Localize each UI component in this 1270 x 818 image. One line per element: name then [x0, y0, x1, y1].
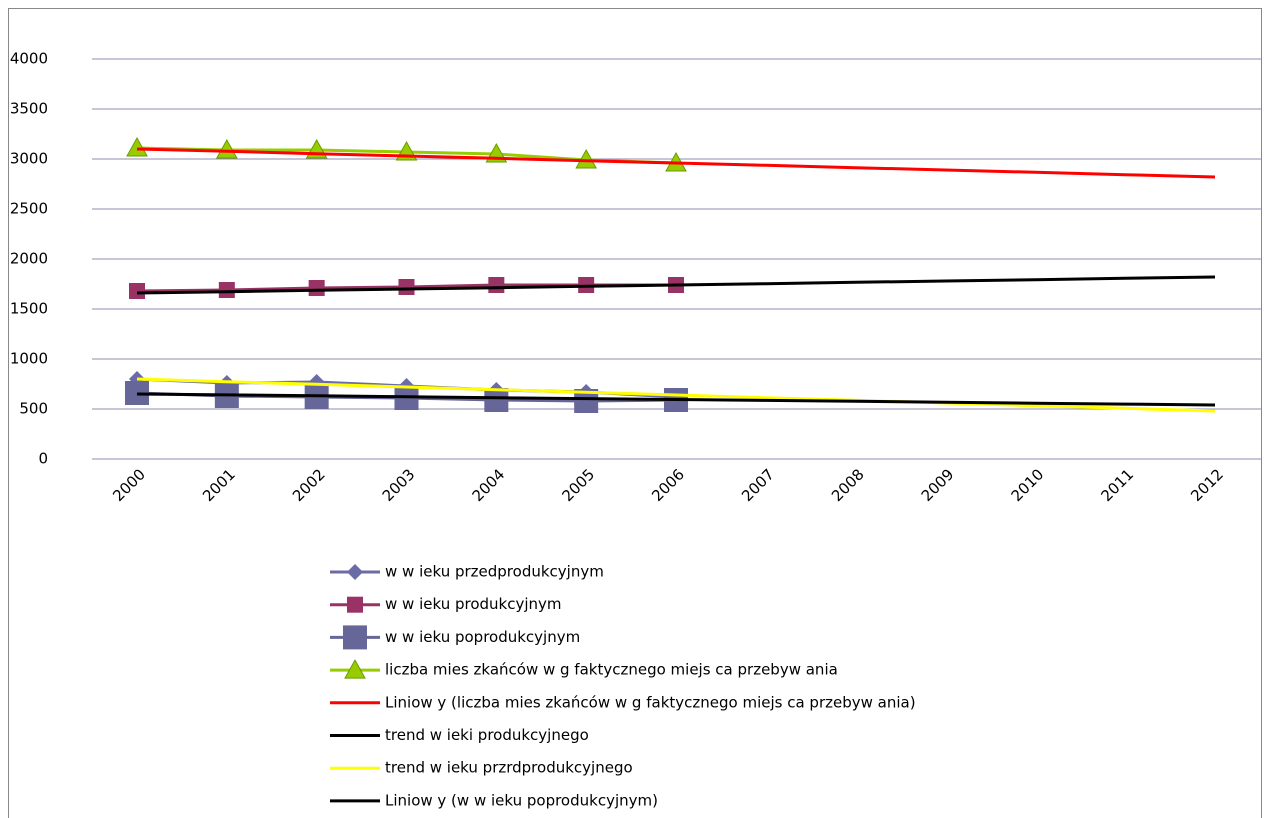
marker: [484, 388, 509, 412]
y-tick-label: 0: [38, 450, 48, 468]
y-tick-label: 1500: [10, 300, 48, 318]
marker: [126, 136, 148, 157]
series-line: [136, 147, 1216, 179]
legend-label: liczba mies zkańców w g faktycznego miej…: [385, 661, 838, 679]
y-tick-label: 2000: [10, 250, 48, 268]
legend-label: trend w ieki produkcyjnego: [385, 726, 589, 744]
legend-label: w w ieku poprodukcyjnym: [385, 628, 580, 646]
y-tick-label: 3000: [10, 150, 48, 168]
y-tick-label: 2500: [10, 200, 48, 218]
marker: [218, 282, 235, 298]
legend-label: w w ieku produkcyjnym: [385, 595, 562, 613]
marker: [347, 596, 363, 613]
marker: [344, 659, 366, 679]
legend-label: Liniow y (w w ieku poprodukcyjnym): [385, 791, 658, 809]
legend-label: w w ieku przedprodukcyjnym: [385, 563, 604, 581]
y-tick-label: 1000: [10, 350, 48, 368]
series-line: [136, 275, 1216, 295]
marker: [347, 564, 363, 580]
legend: w w ieku przedprodukcyjnym w w ieku produ…: [330, 563, 916, 809]
series-line: [136, 392, 1216, 407]
y-tick-label: 4000: [10, 50, 48, 68]
marker: [343, 625, 367, 650]
marker: [398, 279, 415, 295]
y-tick-label: 3500: [10, 100, 48, 118]
y-tick-label: 500: [19, 400, 48, 418]
legend-label: trend w ieku przrdprodukcyjnego: [385, 759, 633, 777]
marker: [308, 280, 325, 296]
marker: [488, 277, 505, 293]
chart-frame: [8, 8, 1262, 818]
marker: [215, 138, 238, 159]
series-line: [136, 377, 1216, 413]
marker: [575, 148, 598, 169]
marker: [129, 283, 145, 299]
legend-label: Liniow y (liczba mies zkańców w g faktyc…: [385, 693, 916, 711]
